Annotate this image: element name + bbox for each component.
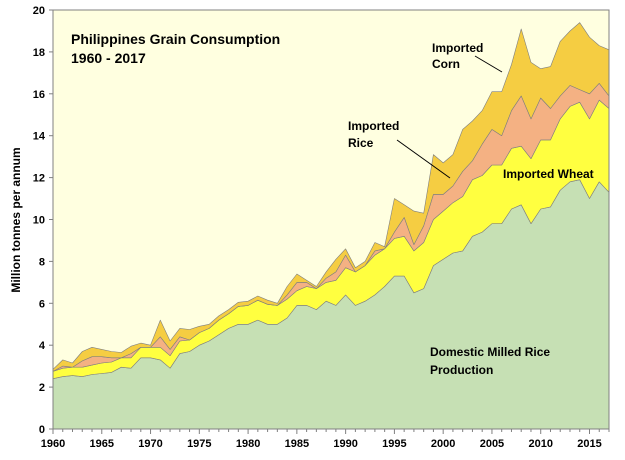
annotation-domestic-line1: Domestic Milled Rice: [430, 345, 550, 359]
x-tick-label: 1965: [90, 438, 114, 450]
x-tick-label: 1995: [382, 438, 406, 450]
y-axis-label: Million tonnes per annum: [9, 147, 23, 292]
y-tick-label: 20: [33, 5, 45, 17]
axes: 0 2 4 6 8 10 12 14 16 18 20 1960 1965 1970 1975 1980 198…: [33, 5, 610, 450]
y-tick-label: 8: [39, 256, 45, 268]
x-tick-label: 1970: [138, 438, 162, 450]
annotation-domestic-line2: Production: [430, 363, 493, 377]
x-tick-label: 1985: [285, 438, 309, 450]
chart-subtitle: 1960 - 2017: [71, 50, 146, 66]
x-tick-label: 2015: [577, 438, 601, 450]
y-tick-label: 4: [39, 340, 46, 352]
x-tick-label: 2005: [480, 438, 504, 450]
y-tick-label: 10: [33, 215, 45, 227]
y-tick-label: 14: [33, 131, 46, 143]
x-tick-label: 1975: [187, 438, 211, 450]
annotation-imported-corn-line1: Imported: [432, 41, 483, 55]
x-tick-label: 2010: [528, 438, 552, 450]
y-tick-label: 0: [39, 424, 45, 436]
annotation-imported-rice-line2: Rice: [348, 136, 374, 150]
y-tick-label: 16: [33, 89, 45, 101]
x-tick-label: 1980: [236, 438, 260, 450]
y-tick-label: 12: [33, 173, 45, 185]
x-tick-label: 1960: [41, 438, 65, 450]
y-tick-label: 18: [33, 47, 45, 59]
annotation-imported-corn-line2: Corn: [432, 57, 460, 71]
y-tick-label: 6: [39, 298, 45, 310]
leader-line-corn: [474, 55, 503, 73]
y-tick-label: 2: [39, 382, 45, 394]
leader-line-rice: [396, 139, 451, 179]
annotation-imported-wheat: Imported Wheat: [503, 167, 594, 181]
x-tick-label: 2000: [431, 438, 455, 450]
chart-title: Philippines Grain Consumption: [71, 31, 280, 47]
x-tick-label: 1990: [333, 438, 357, 450]
annotation-imported-rice-line1: Imported: [348, 119, 399, 133]
